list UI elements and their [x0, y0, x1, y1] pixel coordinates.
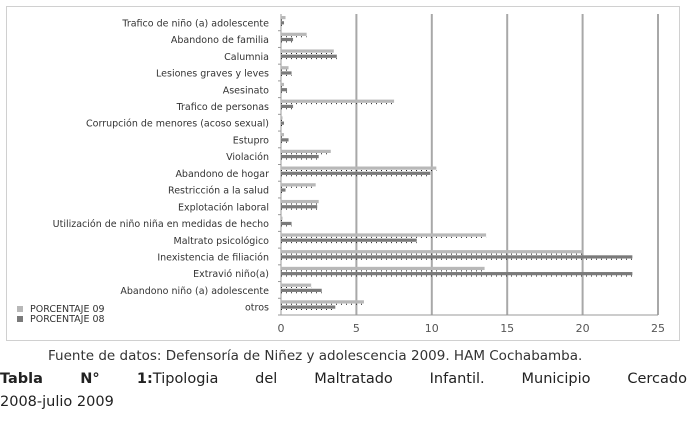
bar-09: [281, 32, 307, 36]
category-label: otros: [245, 303, 269, 314]
bar-09: [281, 183, 316, 187]
bar-08: [281, 71, 292, 75]
category-label: Trafico de niño (a) adolescente: [121, 18, 269, 29]
legend-swatch: [17, 306, 23, 312]
bar-09: [281, 233, 487, 237]
bar-09: [281, 133, 285, 137]
category-label: Maltrato psicológico: [174, 236, 270, 247]
category-label: Calumnia: [224, 52, 269, 63]
legend-swatch: [17, 316, 23, 322]
bar-08: [281, 238, 417, 242]
bar-09: [281, 16, 286, 20]
bar-09: [281, 266, 485, 271]
category-label: Violación: [226, 152, 269, 163]
bar-09: [281, 216, 283, 220]
x-tick-label: 15: [500, 322, 514, 335]
bar-09: [281, 199, 319, 204]
category-label: Estupro: [233, 135, 269, 146]
bar-08: [281, 272, 633, 276]
legend-label: PORCENTAJE 09: [30, 304, 105, 315]
bar-08: [281, 54, 337, 58]
x-tick-label: 20: [576, 322, 590, 335]
bar-09: [281, 66, 289, 70]
bar-08: [281, 104, 294, 109]
bar-09: [281, 149, 331, 153]
table-label: Tabla N° 1:: [0, 371, 153, 387]
bar-09: [281, 300, 364, 304]
bar-08: [281, 288, 322, 292]
bar-08: [281, 21, 285, 25]
chart-frame: [6, 6, 680, 341]
category-label: Corrupción de menores (acoso sexual): [86, 119, 269, 130]
category-label: Explotación laboral: [178, 202, 269, 213]
bar-08: [281, 138, 289, 142]
bar-08: [281, 255, 633, 259]
bar-08: [281, 88, 288, 92]
bar-09: [281, 99, 395, 103]
category-label: Inexistencia de filiación: [157, 252, 269, 263]
bar-chart: 0 5 10 15 20 25 Trafico de niño (a) adolescent…: [17, 14, 665, 335]
category-label: Abandono niño (a) adolescente: [120, 286, 269, 297]
bar-08: [281, 205, 318, 209]
category-label: Asesinato: [223, 85, 269, 96]
category-label: Abandono de familia: [171, 35, 269, 46]
x-tick-label: 10: [425, 322, 439, 335]
x-tick-label: 0: [278, 322, 285, 335]
source-note: Fuente de datos: Defensoría de Niñez y a…: [48, 348, 583, 364]
bar-09: [281, 82, 285, 87]
bar-09: [281, 250, 583, 254]
legend-label: PORCENTAJE 08: [30, 314, 105, 325]
category-label: Lesiones graves y leves: [156, 69, 269, 80]
bar-09: [281, 283, 312, 287]
table-title: Tipologia del Maltratado Infantil. Munic…: [152, 371, 687, 387]
bar-08: [281, 37, 294, 42]
category-label: Restricción a la salud: [168, 186, 269, 197]
bar-08: [281, 171, 431, 175]
x-tick-label: 5: [353, 322, 360, 335]
category-label: Extravió niño(a): [193, 269, 269, 280]
bar-09: [281, 116, 283, 120]
bar-09: [281, 166, 437, 170]
x-tick-label: 25: [651, 322, 665, 335]
table-title-cont: 2008-julio 2009: [0, 394, 114, 410]
bar-09: [281, 49, 334, 53]
bar-08: [281, 221, 292, 226]
bar-08: [281, 154, 319, 159]
category-label: Abandono de hogar: [175, 169, 269, 180]
bar-08: [281, 305, 336, 309]
category-label: Utilización de niño niña en medidas de h…: [53, 219, 270, 230]
bar-08: [281, 188, 286, 192]
table-caption: Tabla N° 1:Tipologia del Maltratado Infa…: [0, 371, 687, 387]
bar-08: [281, 121, 285, 125]
category-label: Trafico de personas: [176, 102, 269, 113]
